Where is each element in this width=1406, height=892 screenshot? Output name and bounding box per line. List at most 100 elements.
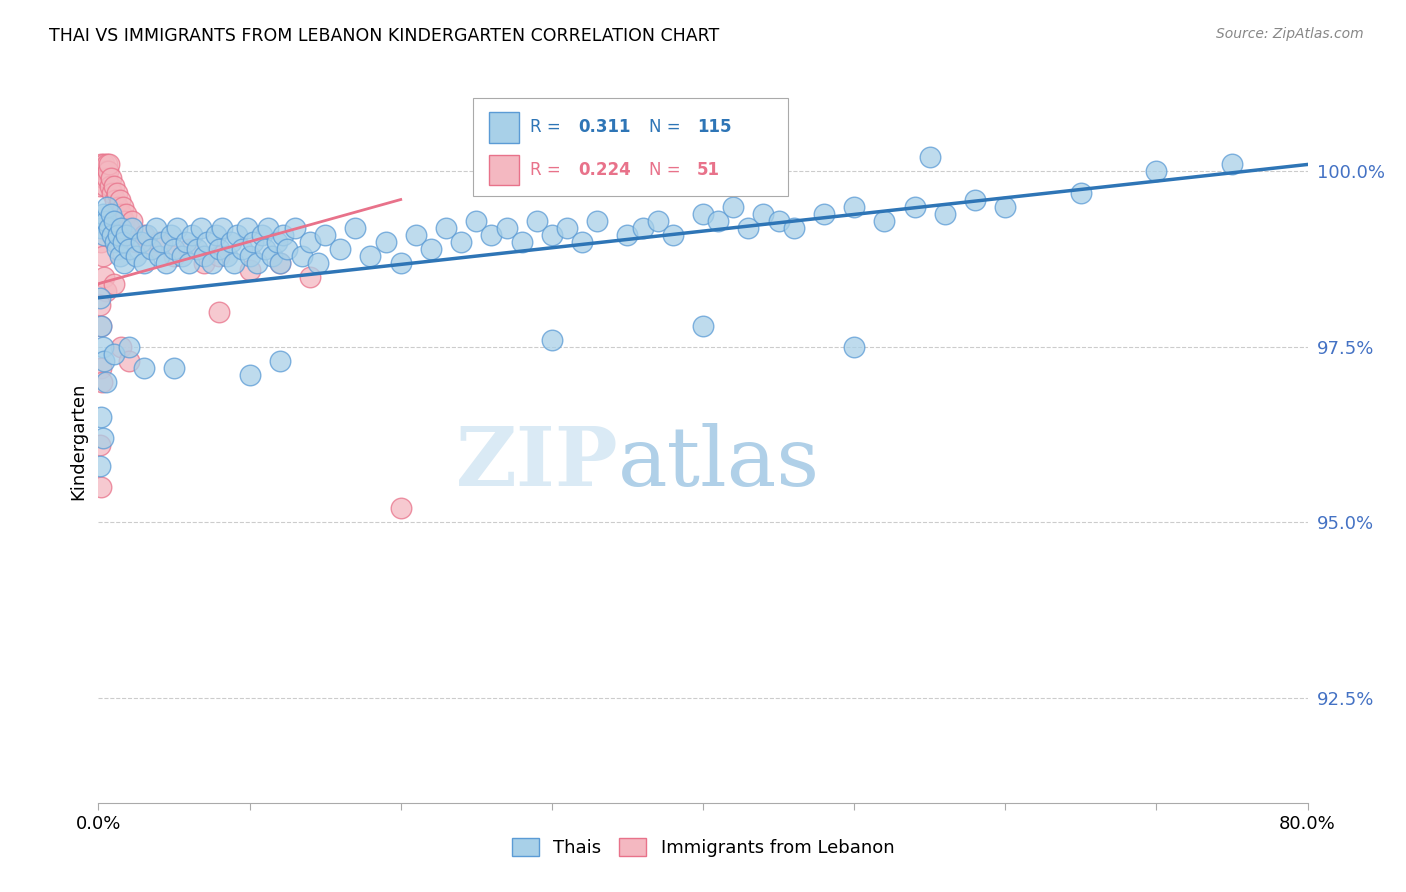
Point (360, 249, 382, 263)
Point (707, 213, 730, 227)
Point (98, 178, 121, 193)
Point (107, 200, 129, 214)
Point (224, 255, 246, 269)
Point (235, 220, 257, 235)
Point (586, 213, 609, 227)
Point (100, 171, 122, 186)
Y-axis label: Kindergarten: Kindergarten (69, 383, 87, 500)
Point (540, 227, 562, 242)
Point (215, 249, 238, 263)
Point (250, 227, 273, 242)
Point (181, 227, 204, 242)
Point (540, 333, 562, 347)
Point (253, 242, 276, 256)
Point (93, 171, 115, 186)
Bar (489, 112, 519, 143)
Point (1220, 157, 1243, 171)
Point (89, 178, 111, 193)
Point (89, 298, 111, 312)
Text: 51: 51 (697, 161, 720, 178)
Point (246, 255, 269, 269)
Point (918, 151, 941, 165)
Point (90, 360, 112, 375)
Point (90, 235, 112, 249)
Point (108, 249, 131, 263)
Point (100, 206, 122, 220)
Point (231, 242, 253, 256)
Point (737, 220, 759, 235)
Point (571, 235, 593, 249)
Point (132, 360, 155, 375)
Text: 115: 115 (697, 119, 731, 136)
Point (723, 200, 745, 214)
Point (201, 255, 224, 269)
Text: N =: N = (648, 161, 681, 178)
Text: R =: R = (530, 119, 561, 136)
Point (93, 157, 115, 171)
Point (93, 354, 115, 368)
Point (91, 340, 114, 354)
Point (104, 193, 127, 207)
Point (405, 227, 427, 242)
Point (965, 193, 987, 207)
Point (103, 347, 125, 361)
Point (420, 242, 443, 256)
Point (661, 227, 683, 242)
Point (91, 431, 114, 445)
Text: N =: N = (648, 119, 681, 136)
Point (256, 220, 278, 235)
Point (90, 480, 112, 494)
Point (101, 227, 124, 242)
Text: R =: R = (530, 161, 561, 178)
Point (344, 220, 367, 235)
Point (269, 255, 291, 269)
Point (450, 235, 472, 249)
Point (141, 242, 163, 256)
Point (94, 375, 117, 389)
Point (813, 206, 835, 220)
Point (118, 220, 141, 235)
Point (90, 157, 112, 171)
Point (266, 235, 288, 249)
Point (118, 354, 141, 368)
Point (93, 269, 115, 284)
Point (904, 200, 927, 214)
Point (118, 242, 141, 256)
Point (299, 235, 322, 249)
Point (101, 186, 124, 200)
Point (98, 157, 121, 171)
Point (307, 255, 329, 269)
Point (844, 200, 866, 214)
Point (374, 235, 396, 249)
Point (141, 242, 163, 256)
Point (103, 277, 125, 291)
Point (112, 255, 135, 269)
Point (114, 206, 136, 220)
Point (93, 227, 115, 242)
Point (291, 249, 314, 263)
Point (269, 255, 291, 269)
Point (112, 213, 135, 227)
Point (844, 340, 866, 354)
Text: atlas: atlas (619, 423, 821, 503)
Point (97, 164, 120, 178)
Point (150, 235, 173, 249)
Point (170, 249, 193, 263)
Point (125, 235, 148, 249)
Point (389, 255, 412, 269)
Point (155, 255, 177, 269)
Point (934, 206, 956, 220)
Point (873, 213, 896, 227)
Point (160, 227, 183, 242)
Point (262, 249, 284, 263)
Point (110, 206, 132, 220)
Point (752, 206, 775, 220)
Point (96, 171, 118, 186)
Point (193, 255, 215, 269)
Point (647, 213, 669, 227)
Point (481, 227, 503, 242)
Point (90, 318, 112, 333)
Text: #daeaf5: #daeaf5 (703, 462, 709, 463)
Point (284, 220, 307, 235)
Point (692, 206, 714, 220)
